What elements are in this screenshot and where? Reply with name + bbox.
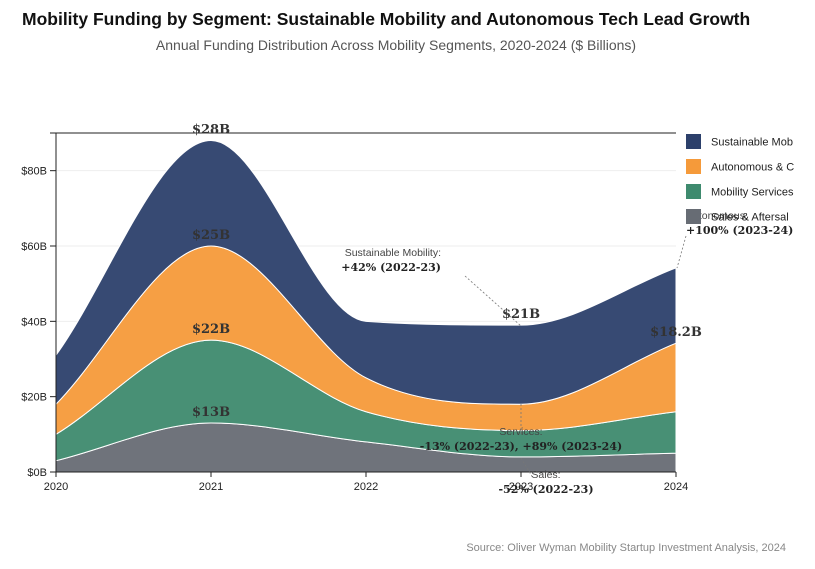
annotation-label: Sustainable Mobility:: [345, 247, 441, 259]
x-tick-label: 2024: [664, 481, 688, 493]
axes: $0B $20B $40B $60B $80B 2020 2021 2022 2023 2024: [21, 132, 688, 493]
y-tick-label: $40B: [21, 316, 47, 328]
legend-swatch: [686, 184, 701, 199]
legend-swatch: [686, 134, 701, 149]
value-labels: $28B $25B $22B $13B $21B $18.2B: [192, 123, 702, 420]
value-label: $13B: [192, 405, 230, 420]
x-tick-label: 2020: [44, 481, 68, 493]
chart-subtitle: Annual Funding Distribution Across Mobil…: [155, 37, 637, 53]
legend-label: Mobility Services: [711, 187, 794, 199]
legend-swatch: [686, 159, 701, 174]
annotation-leader: [464, 275, 522, 327]
annotation-label: Sales:: [531, 469, 560, 481]
annotation-value: -52% (2022-23): [498, 483, 593, 496]
y-tick-label: $20B: [21, 392, 47, 404]
x-tick-label: 2021: [199, 481, 223, 493]
chart-title: Mobility Funding by Segment: Sustainable…: [22, 9, 751, 29]
legend-label: Sustainable Mob: [711, 137, 793, 149]
annotation-label: Autonomous:: [686, 210, 748, 222]
value-label: $28B: [192, 123, 230, 138]
y-tick-label: $60B: [21, 241, 47, 253]
legend-swatch: [686, 209, 701, 224]
legend: Sustainable Mob Autonomous & C Mobility Se…: [686, 134, 794, 224]
value-label: $25B: [192, 228, 230, 243]
y-tick-label: $80B: [21, 166, 47, 178]
annotation-label: Services:: [499, 426, 542, 438]
x-tick-label: 2023: [509, 481, 533, 493]
source-note: Source: Oliver Wyman Mobility Startup In…: [466, 542, 786, 554]
annotations: Sustainable Mobility: +42% (2022-23) Auton…: [341, 210, 793, 496]
annotation-value: +42% (2022-23): [341, 261, 441, 274]
legend-label: Autonomous & C: [711, 162, 794, 174]
annotation-value: +100% (2023-24): [686, 224, 793, 237]
x-tick-label: 2022: [354, 481, 378, 493]
annotation-value: -13% (2022-23), +89% (2023-24): [420, 440, 622, 453]
stacked-areas: [55, 140, 677, 473]
area-sustainable-mob: [55, 140, 677, 406]
legend-label: Sales & Aftersal: [711, 212, 789, 224]
value-label: $22B: [192, 322, 230, 337]
value-label: $21B: [502, 307, 540, 322]
value-label: $18.2B: [650, 325, 702, 340]
y-tick-label: $0B: [27, 467, 47, 479]
annotation-leader: [676, 235, 687, 269]
